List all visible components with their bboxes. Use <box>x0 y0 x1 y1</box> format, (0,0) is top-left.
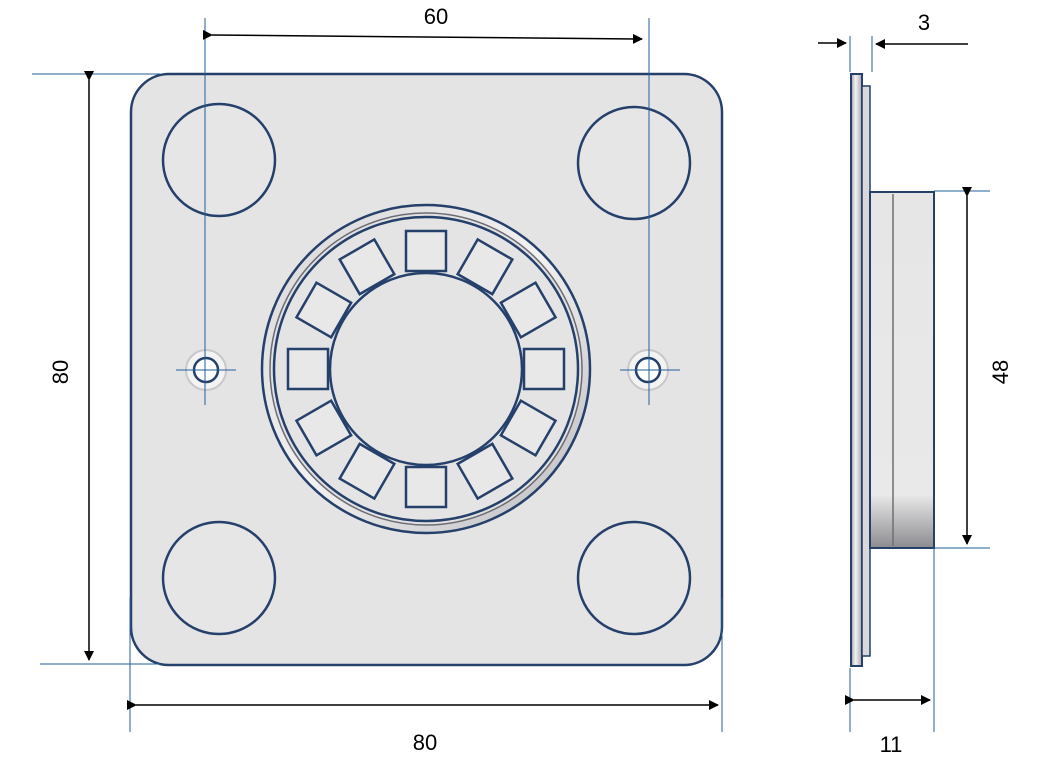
dim-label-11: 11 <box>880 732 903 757</box>
side-view: 3 48 11 <box>818 10 1013 757</box>
corner-hole-bottom-left <box>161 520 277 636</box>
square-pocket <box>455 237 515 296</box>
square-pocket <box>404 229 448 273</box>
square-pocket <box>337 442 397 501</box>
square-pockets <box>286 229 566 509</box>
dim-label-3: 3 <box>918 10 930 35</box>
square-pocket <box>294 280 353 340</box>
square-pocket <box>455 442 515 501</box>
square-pocket <box>499 280 558 340</box>
square-pocket <box>404 465 448 509</box>
square-pocket <box>294 398 353 458</box>
front-view: 60 80 80 <box>32 4 724 755</box>
corner-hole-top-right <box>576 105 692 221</box>
central-ring <box>260 203 592 535</box>
square-pocket <box>337 237 397 296</box>
side-flange <box>850 73 863 667</box>
dim-label-48: 48 <box>988 360 1013 384</box>
dim-line-60 <box>202 29 643 44</box>
corner-hole-top-left <box>161 102 277 218</box>
dim-label-80-horizontal: 80 <box>413 730 437 755</box>
corner-hole-bottom-right <box>576 520 692 636</box>
square-pocket <box>522 347 566 391</box>
side-flange-inner <box>861 85 871 657</box>
side-boss <box>869 191 935 549</box>
square-pocket <box>286 347 330 391</box>
dim-label-60: 60 <box>424 4 448 29</box>
square-pocket <box>499 398 558 458</box>
dim-label-80-vertical: 80 <box>48 360 73 384</box>
